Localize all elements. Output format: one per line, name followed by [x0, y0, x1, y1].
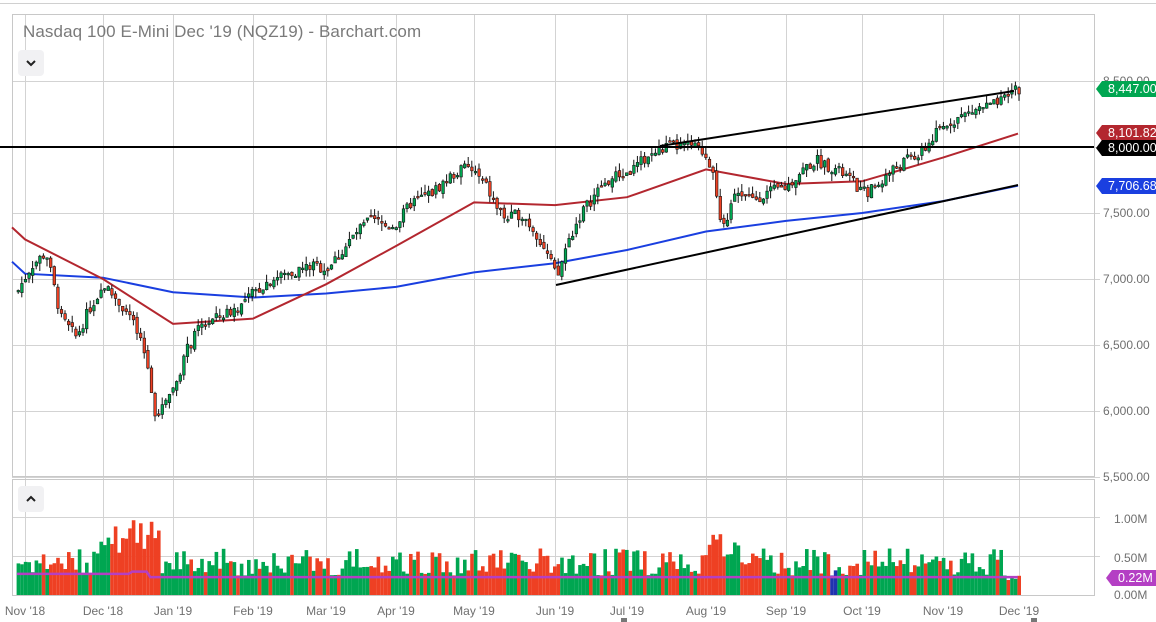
price-axis-tick: 5,500.00: [1103, 470, 1150, 484]
x-axis-label: Apr '19: [377, 604, 415, 618]
x-axis-label: Dec '19: [998, 604, 1040, 618]
chevron-down-icon: [26, 60, 36, 67]
collapse-volume-panel-button[interactable]: [18, 486, 44, 512]
top-border: [0, 3, 1156, 4]
price-axis-tick: 6,000.00: [1103, 404, 1150, 418]
ma200-value-tag: 7,706.68: [1096, 178, 1156, 194]
lower-trendline: [555, 184, 1019, 286]
grid-lines: [12, 14, 1100, 596]
volume-moving-average-line: [17, 570, 1018, 579]
volume-bars: [16, 520, 1021, 595]
volume-axis-tick: 1.00M: [1114, 512, 1148, 526]
x-axis-label: Oct '19: [843, 604, 881, 618]
x-axis-label: Sep '19: [765, 604, 807, 618]
chevron-up-icon: [26, 495, 36, 502]
x-axis-label: Jun '19: [535, 604, 575, 618]
x-axis-label: Mar '19: [306, 604, 346, 618]
volume-axis-tick: 0.00M: [1114, 588, 1148, 602]
moving-average-50-line: [11, 132, 1019, 325]
price-axis-tick: 7,000.00: [1103, 272, 1150, 286]
x-axis-label: Nov '18: [4, 604, 46, 618]
price-axis-tick: 7,500.00: [1103, 206, 1150, 220]
chart-frame: [12, 14, 1095, 596]
x-axis-label: Jul '19: [609, 604, 645, 618]
ma50-value-tag: 8,101.82: [1096, 125, 1156, 141]
x-axis-label: Aug '19: [685, 604, 727, 618]
x-axis-label: Nov '19: [922, 604, 964, 618]
chart-title: Nasdaq 100 E-Mini Dec '19 (NQZ19) - Barc…: [23, 22, 422, 41]
horizontal-level-tag: 8,000.00: [1096, 140, 1156, 156]
collapse-price-panel-button[interactable]: [18, 50, 44, 76]
upper-trendline: [659, 90, 1015, 147]
last-price-tag: 8,447.00: [1096, 81, 1156, 97]
x-axis-label: Feb '19: [233, 604, 273, 618]
volume-axis-tick: 0.50M: [1114, 551, 1148, 565]
price-axis-tick: 6,500.00: [1103, 338, 1150, 352]
volume-ma-tag: 0.22M: [1106, 570, 1156, 586]
x-axis-label: Dec '18: [82, 604, 124, 618]
x-axis-label: Jan '19: [153, 604, 193, 618]
range-scroll-handle-right[interactable]: [1031, 618, 1037, 622]
price-candlesticks: [16, 81, 1021, 422]
moving-average-200-line: [11, 184, 1019, 299]
range-scroll-handle-left[interactable]: [621, 618, 627, 622]
x-axis-label: May '19: [453, 604, 495, 618]
